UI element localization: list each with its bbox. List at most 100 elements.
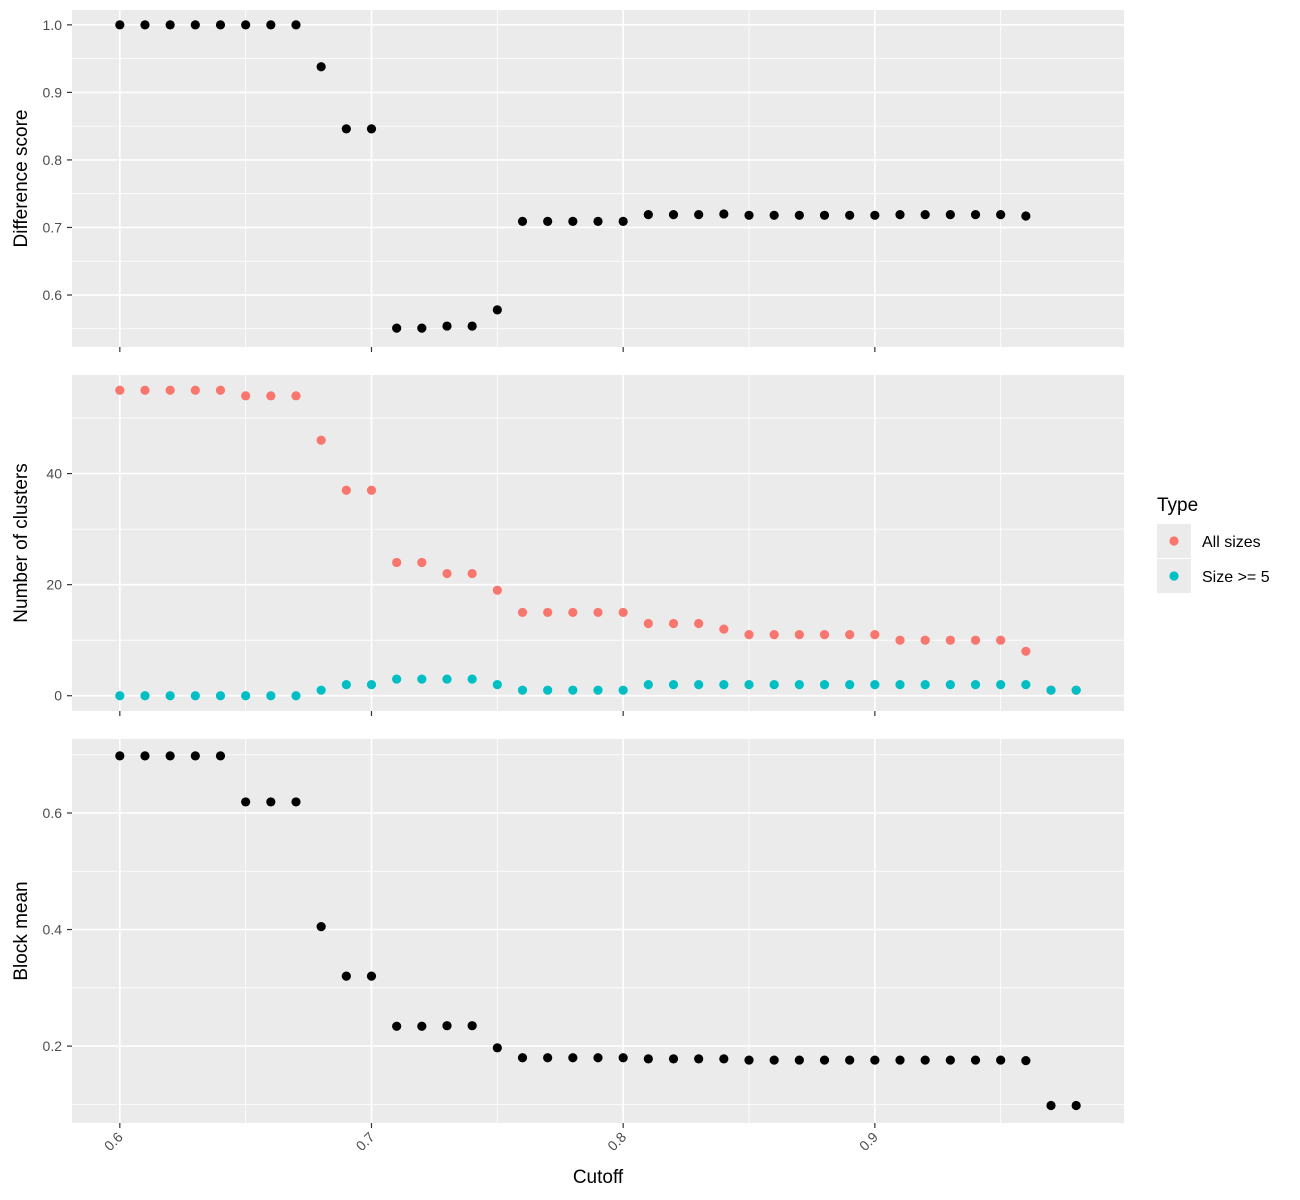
data-point [618,607,628,618]
series-all-sizes [115,385,1081,695]
data-point [568,1053,578,1063]
panel-background [72,10,1124,347]
y-axis-title: Number of clusters [11,463,32,622]
data-point [694,210,704,220]
x-axis-title: Cutoff [573,1167,624,1188]
data-point [643,210,653,220]
data-point [291,797,301,807]
data-point [668,680,679,690]
data-point [744,680,754,690]
data-point [920,635,930,645]
data-point [643,618,653,629]
data-point [996,1055,1006,1065]
data-point [291,391,301,401]
series-size-5 [115,674,1081,701]
data-point [442,568,452,579]
data-point [316,62,326,72]
data-point [769,210,779,220]
data-point [618,1053,628,1063]
data-point [492,305,502,315]
legend: Type All sizes Size >= 5 [1157,495,1270,593]
y-tick-label: 0.2 [43,1038,63,1054]
data-point [115,751,125,761]
data-point [643,1054,653,1064]
data-point [769,1055,779,1065]
data-point [241,691,251,701]
data-point [719,209,729,219]
y-tick-label: 20 [46,577,62,593]
data-point [593,1053,603,1063]
data-point [316,922,326,932]
data-point [215,20,226,30]
data-point [794,680,804,690]
data-point [190,385,200,395]
data-point [266,797,276,807]
data-point [970,635,981,645]
data-point [140,751,150,761]
data-point [845,630,855,640]
data-point [492,1043,502,1053]
data-point [517,607,528,618]
data-point [568,607,578,618]
data-point [341,485,351,495]
data-point [845,210,855,220]
panel-background [72,375,1124,711]
data-point [945,210,955,220]
data-point [140,691,150,701]
data-point [668,210,679,220]
data-point [819,680,830,690]
data-point [341,124,351,134]
data-point [694,680,704,690]
data-point [115,20,125,30]
data-point [1021,646,1031,656]
data-point [417,1021,427,1031]
data-point [618,216,628,226]
data-point [366,680,377,690]
data-point [945,1055,955,1065]
data-point [241,797,251,807]
data-point [618,685,628,695]
data-point [140,20,150,30]
x-tick-label: 0.9 [856,1129,881,1154]
data-point [744,210,754,220]
data-point [945,635,955,645]
panel-difference-score: 0.6 0.7 0.8 0.9 1.0 Difference score [11,10,1124,352]
data-point [140,385,150,395]
legend-title: Type [1157,495,1198,516]
data-point [668,1054,679,1064]
data-point [190,691,200,701]
data-point [769,680,779,690]
data-point [996,210,1006,220]
data-point [694,1054,704,1064]
data-point [543,216,553,226]
data-point [115,691,125,701]
panel-background [72,739,1124,1123]
data-point [392,674,402,684]
legend-dot-size-ge-5 [1169,571,1179,581]
data-point [165,20,175,30]
data-point [593,607,603,618]
data-point [920,1055,930,1065]
data-point [165,691,175,701]
data-point [593,216,603,226]
data-point [241,20,251,30]
x-tick-label: 0.8 [604,1129,629,1154]
data-point [996,635,1006,645]
data-point [517,216,528,226]
data-point [392,1021,402,1031]
data-point [442,321,452,331]
x-tick-label: 0.7 [353,1129,378,1154]
data-point [543,1053,553,1063]
data-point [744,1055,754,1065]
data-point [467,568,477,579]
data-point [215,691,226,701]
data-point [568,685,578,695]
data-point [719,680,729,690]
data-point [366,971,377,981]
data-point [694,618,704,629]
data-point [643,680,653,690]
data-point [266,691,276,701]
data-point [115,385,125,395]
chart-panels: 0.6 0.7 0.8 0.9 1.0 Difference score 0 20 40 Numb… [11,10,1124,1154]
